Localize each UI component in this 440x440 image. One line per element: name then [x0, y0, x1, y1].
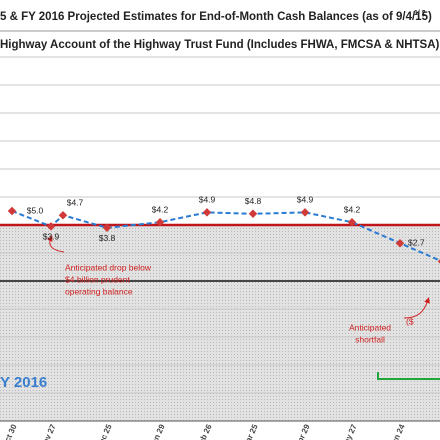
x-tick-label: Mar 25 [241, 422, 260, 440]
x-tick-label: May 27 [339, 422, 359, 440]
data-label: $4.8 [245, 196, 262, 206]
x-tick-label: Jan 29 [148, 422, 167, 440]
data-label: $4.9 [199, 195, 216, 205]
data-label: $3.8 [99, 233, 116, 243]
x-tick-label: Dec 25 [95, 422, 114, 440]
chart-title: 5 & FY 2016 Projected Estimates for End-… [0, 11, 432, 23]
x-tick-label: Apr 29 [293, 422, 312, 440]
data-label: $2.7 [408, 237, 425, 247]
x-tick-label: Jun 24 [388, 422, 407, 440]
period-label: Y 2016 [0, 374, 47, 391]
point-marker [155, 217, 165, 227]
point-marker [347, 217, 357, 227]
below-threshold-area [0, 225, 440, 421]
data-label: $4.2 [152, 204, 169, 214]
annotation: Anticipated [349, 322, 391, 332]
data-label: $3.9 [43, 232, 60, 242]
point-marker [248, 209, 258, 219]
point-marker [102, 223, 112, 233]
annotation: Anticipated drop below [65, 262, 152, 272]
x-tick-label: Oct 30 [0, 422, 19, 440]
point-marker [300, 208, 310, 217]
point-marker [202, 208, 212, 217]
chart-subtitle: Highway Account of the Highway Trust Fun… [0, 39, 440, 51]
annotation: ($ [406, 316, 414, 326]
period-bracket [377, 372, 440, 380]
point-marker [7, 206, 17, 216]
data-label: $4.7 [67, 197, 84, 207]
point-marker [395, 238, 405, 248]
title-note: 1/ 2 [414, 10, 426, 17]
annotation: shortfall [355, 334, 385, 344]
annotation: operating balance [65, 286, 133, 296]
plot-area [0, 56, 440, 422]
data-label: $4.9 [297, 195, 314, 205]
point-marker [46, 222, 56, 231]
annotation: $4 billion prudent [65, 274, 130, 284]
annotation-arrow [46, 235, 65, 253]
x-tick-label: Nov 27 [38, 422, 57, 440]
data-label: $4.2 [344, 204, 361, 214]
annotation-arrow [403, 297, 430, 319]
series-line [11, 210, 440, 262]
point-marker [58, 210, 68, 220]
x-tick-label: Feb 26 [195, 422, 214, 440]
data-label: $5.0 [27, 205, 44, 215]
